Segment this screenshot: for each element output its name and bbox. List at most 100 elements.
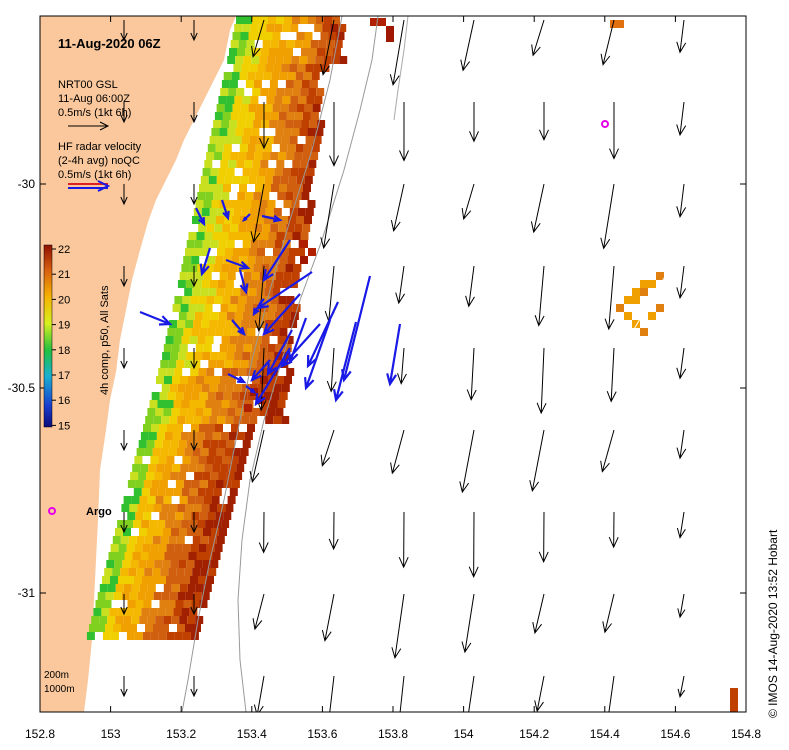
sst-pixel <box>202 560 211 568</box>
sst-pixel <box>141 520 150 528</box>
sst-pixel <box>283 344 292 352</box>
sst-pixel <box>186 240 195 248</box>
sst-pixel <box>310 112 319 120</box>
sst-pixel <box>188 376 196 384</box>
sst-pixel <box>313 136 322 144</box>
sst-pixel <box>238 224 247 232</box>
sst-pixel <box>149 488 158 496</box>
sst-pixel <box>233 64 242 72</box>
sst-pixel <box>302 152 311 160</box>
sst-pixel <box>632 320 640 328</box>
sst-pixel <box>225 416 234 424</box>
sst-pixel <box>292 304 301 312</box>
sst-pixel <box>262 296 271 304</box>
sst-pixel <box>288 104 297 112</box>
sst-pixel <box>140 552 149 560</box>
sst-pixel <box>202 312 211 320</box>
sst-pixel <box>247 72 256 80</box>
sst-pixel <box>179 408 188 416</box>
sst-pixel <box>197 400 206 408</box>
sst-pixel <box>209 416 218 424</box>
sst-pixel <box>158 576 166 584</box>
sst-pixel <box>244 404 252 412</box>
sst-pixel <box>282 96 291 104</box>
model-current-arrows <box>120 19 687 712</box>
sst-pixel <box>255 256 264 264</box>
sst-pixel <box>185 248 193 256</box>
sst-pixel <box>179 344 188 352</box>
sst-pixel <box>236 232 245 240</box>
sst-pixel <box>212 376 220 384</box>
sst-pixel <box>242 168 251 176</box>
sst-pixel <box>143 424 151 432</box>
sst-pixel <box>166 368 175 376</box>
x-tick-label: 154.8 <box>731 727 761 741</box>
sst-pixel <box>270 112 279 120</box>
model-current-arrow <box>321 593 335 642</box>
sst-pixel <box>214 296 223 304</box>
sst-pixel <box>219 128 228 136</box>
sst-pixel <box>632 296 640 304</box>
sst-pixel <box>267 200 276 208</box>
sst-pixel <box>209 384 218 392</box>
sst-pixel <box>122 560 131 568</box>
sst-pixel <box>272 176 281 184</box>
sst-pixel <box>162 472 171 480</box>
sst-pixel <box>262 40 271 48</box>
sst-pixel <box>274 240 283 248</box>
sst-pixel <box>237 120 246 128</box>
sst-pixel <box>207 144 216 152</box>
sst-pixel <box>205 192 214 200</box>
sst-pixel <box>219 528 227 536</box>
sst-pixel <box>183 256 192 264</box>
sst-pixel <box>185 504 194 512</box>
sst-pixel <box>138 560 147 568</box>
sst-pixel <box>324 16 332 24</box>
sst-pixel <box>301 80 310 88</box>
sst-pixel <box>104 568 113 576</box>
sst-pixel <box>274 96 283 104</box>
sst-pixel <box>285 80 294 88</box>
colorbar-tick-label: 18 <box>58 345 70 357</box>
sst-pixel <box>263 72 272 80</box>
sst-pixel <box>284 376 292 384</box>
sst-pixel <box>232 176 241 184</box>
map-title: 11-Aug-2020 06Z <box>58 36 161 51</box>
sst-pixel <box>208 360 217 368</box>
depth-label-200m: 200m <box>44 670 69 681</box>
sst-pixel <box>216 216 224 224</box>
sst-pixel <box>256 360 265 368</box>
model-current-arrow <box>249 429 265 484</box>
sst-pixel <box>253 80 262 88</box>
sst-pixel <box>164 432 173 440</box>
sst-pixel <box>251 128 260 136</box>
sst-pixel <box>190 296 199 304</box>
sst-pixel <box>160 536 169 544</box>
land-mass <box>40 16 236 712</box>
model-current-arrow <box>676 183 687 219</box>
sst-pixel <box>113 592 122 600</box>
sst-pixel <box>239 256 248 264</box>
sst-pixel <box>200 536 209 544</box>
sst-pixel <box>173 400 182 408</box>
sst-pixel <box>192 288 201 296</box>
sst-pixel <box>223 72 232 80</box>
sst-pixel <box>115 584 124 592</box>
sst-pixel <box>189 264 198 272</box>
sst-pixel <box>309 80 318 88</box>
sst-pixel <box>296 176 305 184</box>
sst-pixel <box>238 368 247 376</box>
sst-pixel <box>285 48 293 56</box>
sst-pixel <box>257 208 266 216</box>
sst-pixel <box>218 352 227 360</box>
x-tick-label: 154.6 <box>660 727 690 741</box>
sst-pixel <box>185 624 193 632</box>
sst-pixel <box>242 352 251 360</box>
sst-pixel <box>277 264 286 272</box>
sst-pixel <box>243 272 252 280</box>
sst-pixel <box>178 440 187 448</box>
sst-pixel <box>259 200 268 208</box>
sst-pixel <box>236 432 245 440</box>
model-current-arrow <box>676 19 687 54</box>
sst-pixel <box>176 536 185 544</box>
